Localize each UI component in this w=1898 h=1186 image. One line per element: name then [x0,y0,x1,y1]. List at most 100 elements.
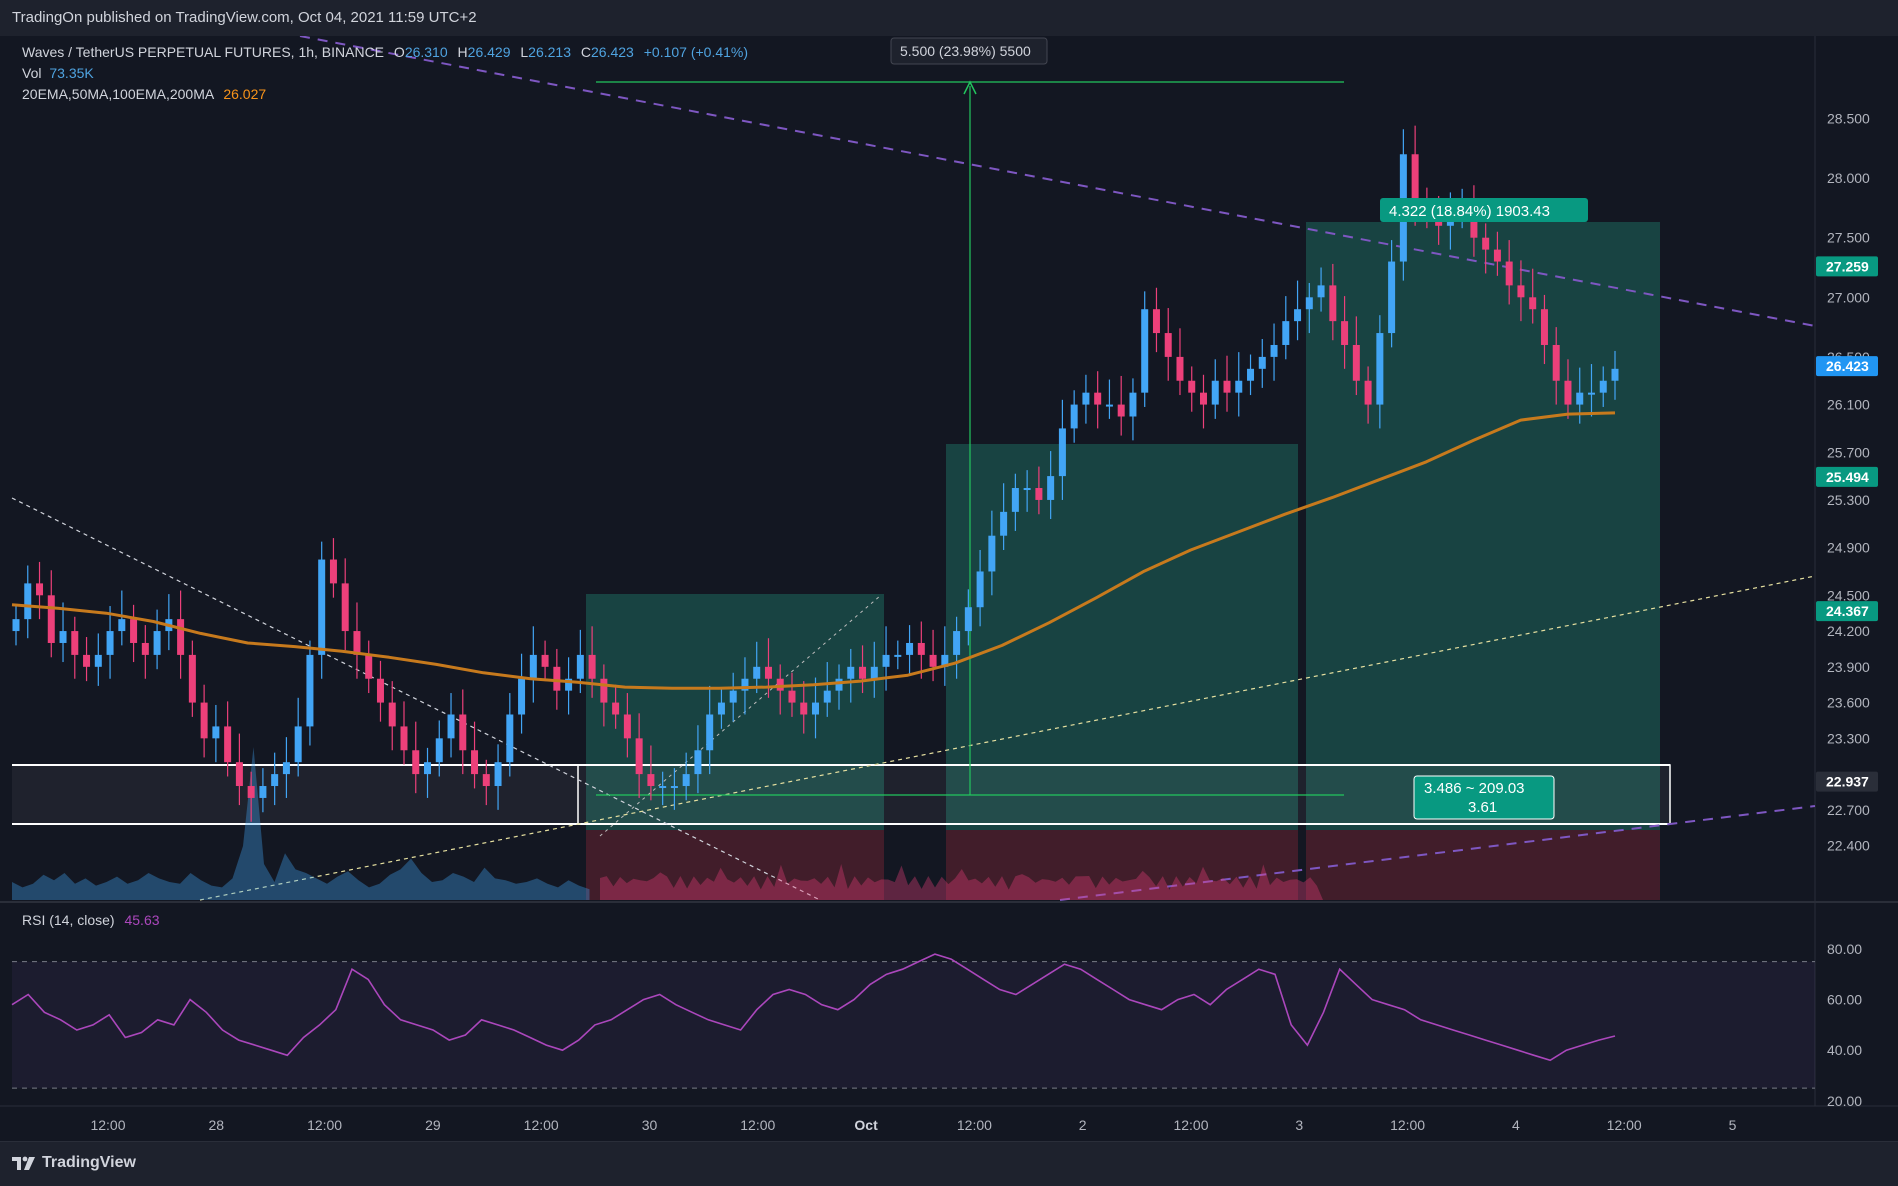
price-tick-label: 26.100 [1827,397,1870,413]
candle-body [788,690,796,703]
ma-legend: 20EMA,50MA,100EMA,200MA 26.027 [22,86,266,102]
measure-annotation-box [890,37,1048,65]
price-label-badge [1816,771,1878,792]
candle-body [741,678,749,691]
rsi-label: RSI (14, close) [22,912,115,928]
price-tick-label: 23.900 [1827,659,1870,675]
time-tick-label: Oct [854,1117,878,1133]
time-tick-label: 12:00 [1173,1117,1208,1133]
measure-range-box [577,764,1671,825]
change-value: +0.107 (+0.41%) [643,44,749,60]
candle-body [329,559,337,584]
price-tick-label: 22.400 [1827,838,1870,854]
candle-body [1564,380,1572,405]
candle-body [1188,380,1196,393]
candle-body [212,726,220,739]
price-label-text: 26.423 [1826,358,1869,374]
candle-body [306,654,314,727]
measure-annotation-text: 5.500 (23.98%) 5500 [900,43,1031,59]
candle-body [59,631,67,643]
candle-body [882,654,890,667]
candle-body [459,714,467,751]
candle-body [94,654,102,667]
long-position-profit-zone-3 [1306,222,1660,830]
candle-body [24,583,32,620]
candle-body [341,583,349,632]
candle-body [1517,285,1525,298]
candle-body [1529,297,1537,310]
candle-body [1094,392,1102,405]
candle-body [1117,404,1125,417]
chart-area[interactable]: 28.50028.00027.50027.00026.50026.10025.7… [0,36,1898,1141]
price-tick-label: 23.300 [1827,730,1870,746]
candle-body [870,666,878,679]
candle-body [1129,392,1137,417]
candle-body [600,678,608,703]
open-label: O [393,44,405,60]
target-annotation-text: 4.322 (18.84%) 1903.43 [1389,203,1550,220]
candle-body [365,654,373,679]
volume-label: Vol [22,65,42,81]
candle-body [623,714,631,739]
long-position-loss-zone-2 [946,830,1298,900]
candle-body [659,786,667,789]
candle-body [1305,297,1313,310]
price-label-badge [1816,466,1878,487]
candle-body [1035,488,1043,500]
candle-body [706,714,714,751]
price-tick-label: 24.200 [1827,623,1870,639]
candle-body [612,702,620,715]
candle-body [694,750,702,775]
rsi-band-fill [12,961,1815,1089]
candle-body [941,654,949,667]
candle-body [635,738,643,775]
candle-body [141,642,149,655]
candle-body [764,666,772,679]
ma-label: 20EMA,50MA,100EMA,200MA [22,86,214,102]
rsi-line [11,953,1616,1062]
candle-body [812,702,819,715]
price-label-badge [1816,601,1878,622]
candle-body [1058,428,1066,477]
time-tick-label: 12:00 [1607,1117,1642,1133]
candle-body [1211,380,1219,405]
candle-body [553,666,561,691]
candle-body [1329,285,1337,322]
candle-body [953,631,961,655]
time-tick-label: 2 [1079,1117,1087,1133]
volume-value: 73.35K [49,65,94,81]
candle-body [294,726,302,763]
candle-body [1082,392,1090,405]
candle-body [400,726,408,751]
candle-body [200,702,208,739]
candle-body [1152,309,1160,334]
ratio-annotation-text: 3.61 [1468,799,1497,816]
candle-body [353,631,361,655]
candle-body [388,702,396,727]
high-label: H [457,44,468,60]
candle-body [1235,380,1243,393]
candle-body [576,654,584,679]
candle-body [1599,380,1607,393]
long-position-loss-zone-1 [586,830,884,900]
candle-body [1176,356,1184,381]
candle-body [776,678,784,691]
ma-value: 26.027 [223,86,267,102]
candle-body [988,535,996,572]
candle-body [235,762,243,787]
candle-body [835,678,843,691]
range-annotation-box [1413,775,1555,820]
price-label-text: 25.494 [1826,469,1869,485]
low-value: 26.213 [528,44,571,60]
candle-body [424,762,432,775]
candle-body [47,595,55,643]
candle-body [1493,249,1501,262]
candle-body [224,726,232,763]
candle-body [1352,344,1360,381]
candle-body [906,642,914,655]
candle-body [1364,380,1372,405]
candle-body [1282,321,1290,345]
price-label-text: 27.259 [1826,258,1869,274]
candle-body [412,750,420,775]
time-tick-label: 12:00 [90,1117,125,1133]
